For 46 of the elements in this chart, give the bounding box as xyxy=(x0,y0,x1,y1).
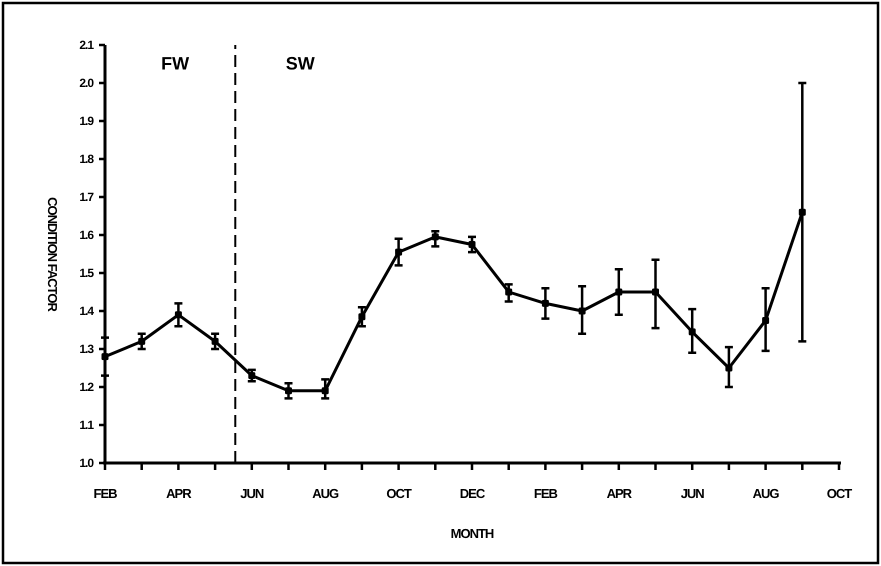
point xyxy=(174,311,182,318)
x-tick-label: FEB xyxy=(534,486,558,501)
y-tick-label: 1.6 xyxy=(79,228,94,242)
point xyxy=(762,317,770,324)
point xyxy=(212,338,219,345)
x-tick-label: OCT xyxy=(386,486,412,501)
y-tick-label: 1.8 xyxy=(79,152,94,166)
x-tick-label: APR xyxy=(606,486,633,501)
x-tick-label: JUN xyxy=(680,486,704,501)
y-tick-label: 1.9 xyxy=(79,114,94,128)
y-tick-label: 1.3 xyxy=(79,342,94,356)
point xyxy=(798,208,806,216)
point xyxy=(102,353,108,360)
y-tick-label: 1.1 xyxy=(79,418,94,432)
point xyxy=(432,233,439,240)
y-tick-label: 1.4 xyxy=(79,304,94,318)
point xyxy=(138,338,146,345)
x-tick-label: FEB xyxy=(94,486,118,501)
x-tick-label: DEC xyxy=(460,486,486,501)
y-axis-title: CONDITION FACTOR xyxy=(45,197,60,312)
y-tick-label: 2.1 xyxy=(79,38,94,52)
point xyxy=(578,308,586,314)
point xyxy=(322,387,329,394)
point xyxy=(285,387,292,394)
point xyxy=(468,241,476,248)
x-tick-label: JUN xyxy=(240,486,264,501)
point xyxy=(615,288,622,296)
point xyxy=(505,288,512,296)
y-tick-label: 1.7 xyxy=(79,190,94,204)
point xyxy=(652,288,659,296)
x-axis-title: MONTH xyxy=(450,526,494,541)
annotation: FW xyxy=(161,53,190,74)
x-tick-label: AUG xyxy=(312,486,340,501)
x-tick-label: AUG xyxy=(752,486,780,501)
point xyxy=(542,300,549,307)
y-tick-label: 2.0 xyxy=(79,76,94,90)
annotation: SW xyxy=(286,53,315,74)
y-tick-label: 1.0 xyxy=(79,456,94,470)
y-tick-label: 1.5 xyxy=(79,266,94,280)
y-tick-label: 1.2 xyxy=(79,380,94,394)
point xyxy=(725,364,732,372)
x-tick-label: OCT xyxy=(826,486,852,501)
point xyxy=(358,313,366,320)
point xyxy=(395,248,402,256)
point xyxy=(688,328,696,336)
x-tick-label: APR xyxy=(166,486,192,501)
